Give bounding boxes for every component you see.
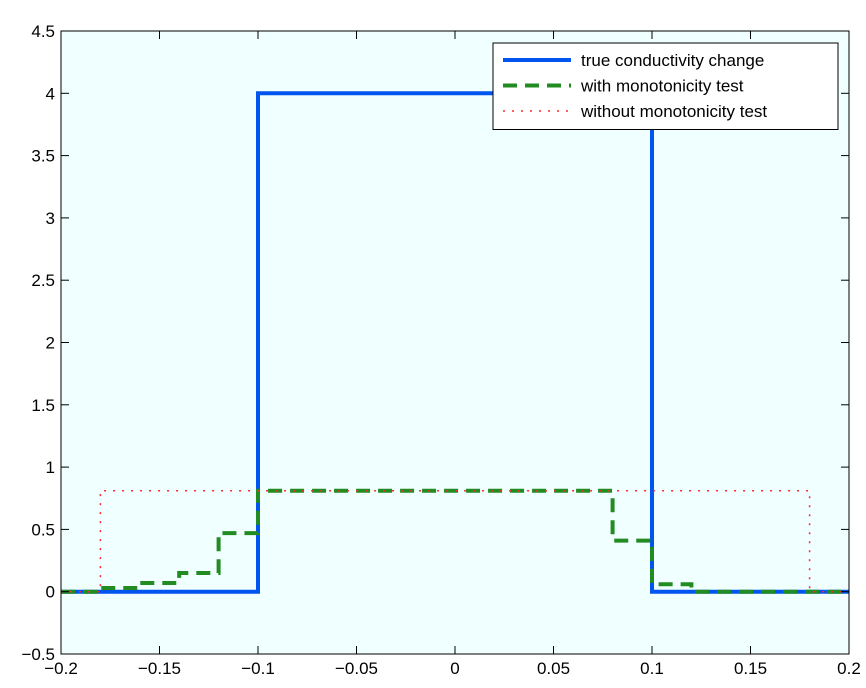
y-tick-label: 1 — [46, 458, 55, 477]
plot-background — [61, 31, 849, 654]
legend-label-1: true conductivity change — [581, 51, 764, 70]
y-tick-label: 4 — [46, 84, 55, 103]
x-tick-label: 0.15 — [734, 659, 767, 678]
y-tick-label: 0 — [46, 583, 55, 602]
y-tick-label: 3.5 — [31, 147, 55, 166]
series-line-1 — [61, 91, 849, 594]
legend-label-2: with monotonicity test — [580, 77, 744, 96]
legend: true conductivity change with monotonicit… — [492, 42, 839, 130]
x-tick-label: −0.05 — [335, 659, 378, 678]
y-tick-label: 2.5 — [31, 271, 55, 290]
x-tick-label: 0 — [450, 659, 459, 678]
legend-label-3: without monotonicity test — [580, 102, 767, 121]
y-tick-label: 0.5 — [31, 520, 55, 539]
y-tick-label: 1.5 — [31, 396, 55, 415]
x-tick-label: −0.1 — [241, 659, 275, 678]
y-tick-label: 3 — [46, 209, 55, 228]
x-tick-label: 0.2 — [837, 659, 861, 678]
axis-ticks: −0.2 −0.15 −0.1 −0.05 0 0.05 0.1 0.15 0.2 −0.5 0 0.… — [21, 22, 860, 678]
series-layer — [61, 91, 849, 594]
x-tick-label: 0.1 — [640, 659, 664, 678]
y-tick-label: 2 — [46, 334, 55, 353]
x-tick-label: −0.2 — [44, 659, 78, 678]
x-tick-label: 0.05 — [537, 659, 570, 678]
y-tick-label: 4.5 — [31, 22, 55, 41]
y-tick-label: −0.5 — [21, 645, 55, 664]
x-tick-label: −0.15 — [138, 659, 181, 678]
